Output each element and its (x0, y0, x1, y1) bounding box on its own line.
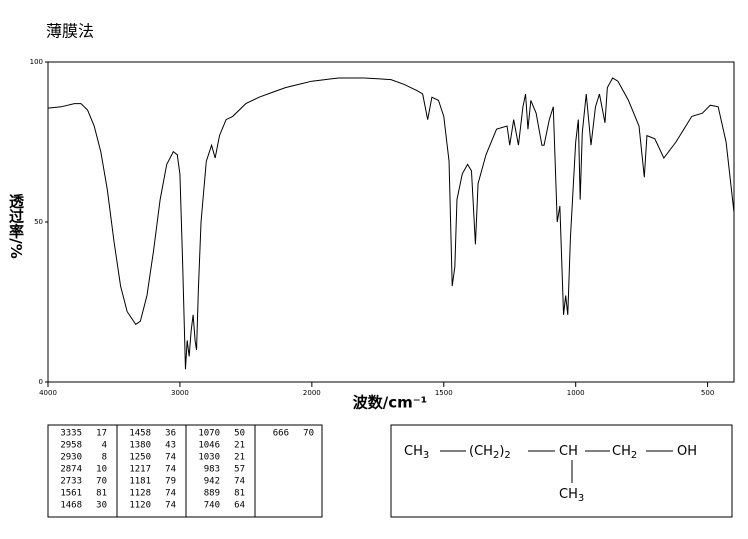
peak-wavenumber: 983 (204, 465, 220, 475)
spectrum-line (47, 77, 735, 370)
peak-wavenumber: 666 (273, 429, 289, 439)
peak-wavenumber: 1380 (129, 441, 151, 451)
peak-wavenumber: 2874 (60, 465, 82, 475)
y-tick-label: 50 (34, 218, 43, 226)
peak-transmittance: 8 (102, 453, 107, 463)
peak-transmittance: 36 (165, 429, 176, 439)
peak-wavenumber: 740 (204, 501, 220, 511)
y-tick-label: 0 (39, 378, 43, 386)
peak-transmittance: 43 (165, 441, 176, 451)
peak-wavenumber: 1468 (60, 501, 82, 511)
peak-wavenumber: 3335 (60, 429, 82, 439)
x-axis-label: 波数/cm⁻¹ (353, 394, 428, 412)
peak-transmittance: 70 (96, 477, 107, 487)
peak-wavenumber: 1217 (129, 465, 151, 475)
peak-transmittance: 74 (165, 465, 176, 475)
peak-transmittance: 81 (96, 489, 107, 499)
x-tick-label: 2000 (303, 389, 321, 397)
y-tick-label: 100 (30, 58, 43, 66)
structure-frame (390, 424, 733, 518)
y-axis-label: 透过率/% (7, 193, 25, 259)
structure-group: (CH2)2 (469, 444, 511, 462)
x-tick-label: 1000 (567, 389, 585, 397)
peak-wavenumber: 2930 (60, 453, 82, 463)
x-tick-label: 500 (701, 389, 714, 397)
peak-transmittance: 64 (234, 501, 245, 511)
peak-transmittance: 74 (234, 477, 245, 487)
peak-transmittance: 74 (165, 489, 176, 499)
peak-transmittance: 79 (165, 477, 176, 487)
x-tick-label: 4000 (39, 389, 57, 397)
peak-table-frame (47, 424, 323, 518)
peak-wavenumber: 1128 (129, 489, 151, 499)
peak-transmittance: 81 (234, 489, 245, 499)
peak-transmittance: 50 (234, 429, 245, 439)
structure-group: CH2 (612, 444, 637, 462)
peak-transmittance: 70 (303, 429, 314, 439)
peak-wavenumber: 1561 (60, 489, 82, 499)
peak-wavenumber: 942 (204, 477, 220, 487)
peak-transmittance: 74 (165, 453, 176, 463)
peak-wavenumber: 1250 (129, 453, 151, 463)
peak-wavenumber: 1070 (198, 429, 220, 439)
peak-wavenumber: 1030 (198, 453, 220, 463)
x-tick-label: 1500 (435, 389, 453, 397)
plot-frame (47, 61, 735, 383)
peak-transmittance: 4 (102, 441, 107, 451)
chart-title: 薄膜法 (46, 22, 94, 41)
peak-wavenumber: 1181 (129, 477, 151, 487)
peak-wavenumber: 889 (204, 489, 220, 499)
structure-group: OH (677, 444, 697, 459)
peak-wavenumber: 1046 (198, 441, 220, 451)
x-tick-label: 3000 (171, 389, 189, 397)
peak-transmittance: 30 (96, 501, 107, 511)
peak-wavenumber: 2958 (60, 441, 82, 451)
structure-group: CH (559, 444, 578, 459)
peak-transmittance: 57 (234, 465, 245, 475)
peak-transmittance: 17 (96, 429, 107, 439)
structure-group: CH3 (559, 487, 584, 505)
peak-transmittance: 21 (234, 453, 245, 463)
peak-transmittance: 74 (165, 501, 176, 511)
peak-transmittance: 10 (96, 465, 107, 475)
peak-transmittance: 21 (234, 441, 245, 451)
peak-wavenumber: 2733 (60, 477, 82, 487)
peak-wavenumber: 1120 (129, 501, 151, 511)
structure-group: CH3 (404, 444, 429, 462)
peak-wavenumber: 1458 (129, 429, 151, 439)
